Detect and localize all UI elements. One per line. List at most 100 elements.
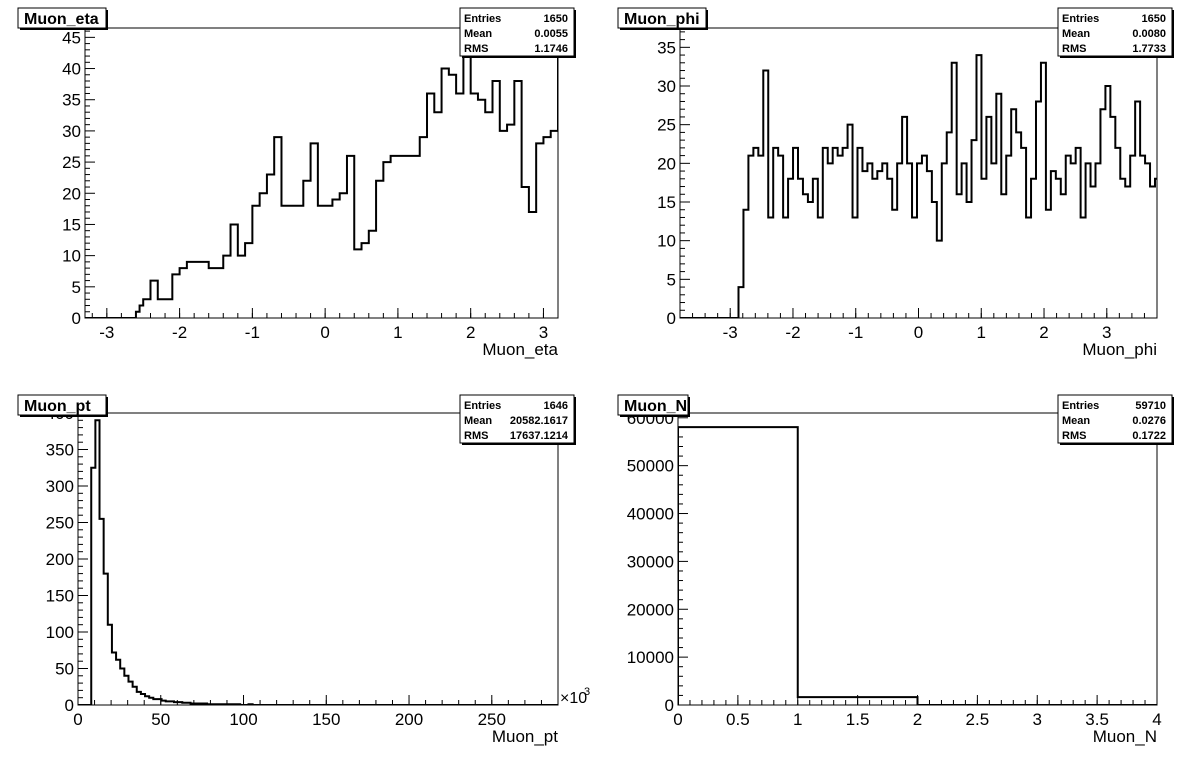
x-tick-label: 1.5: [846, 710, 870, 729]
title-box-frame: [617, 394, 689, 416]
y-tick-label: 10000: [627, 648, 674, 667]
plot-title: Muon_phi: [624, 11, 700, 28]
stats-value: 20582.1617: [510, 415, 568, 427]
y-tick-label: 5: [72, 278, 81, 297]
stats-box: Entries 1646 Mean 20582.1617 RMS 17637.1214: [459, 394, 576, 445]
stats-label: RMS: [1062, 430, 1086, 442]
x-axis-label: Muon_eta: [482, 340, 558, 359]
histogram-series: [680, 54, 1157, 318]
stats-label: Entries: [464, 13, 501, 25]
stats-label: Mean: [464, 28, 492, 40]
stats-label: RMS: [1062, 43, 1086, 55]
y-tick-label: 25: [657, 116, 676, 135]
stats-box: Entries 1650 Mean 0.0080 RMS 1.7733: [1057, 7, 1174, 58]
x-tick-label: 1: [793, 710, 802, 729]
stats-value: 1650: [544, 13, 568, 25]
stats-value: 1646: [544, 400, 568, 412]
y-tick-label: 0: [667, 309, 676, 328]
y-tick-label: 45: [62, 28, 81, 47]
plot-title-box: Muon_eta: [17, 7, 108, 30]
histogram-series: [78, 419, 558, 705]
stats-label: Entries: [1062, 400, 1099, 412]
x-axis-label: Muon_phi: [1082, 340, 1157, 359]
x-tick-label: -1: [245, 323, 260, 342]
plot-title-box: Muon_pt: [17, 394, 108, 417]
x-tick-label: 4: [1152, 710, 1161, 729]
y-tick-label: 15: [62, 215, 81, 234]
stats-label: Entries: [464, 400, 501, 412]
y-tick-label: 25: [62, 153, 81, 172]
stats-box-frame: [459, 394, 575, 444]
stats-value: 17637.1214: [510, 430, 569, 442]
x-tick-label: 0: [320, 323, 329, 342]
stats-label: RMS: [464, 430, 488, 442]
stats-label: Mean: [1062, 415, 1090, 427]
x-tick-label: 50: [151, 710, 170, 729]
y-tick-label: 150: [46, 587, 74, 606]
title-box-frame: [17, 7, 107, 29]
y-tick-label: 100: [46, 623, 74, 642]
y-tick-label: 40: [62, 60, 81, 79]
y-tick-label: 200: [46, 550, 74, 569]
x-tick-label: 0: [914, 323, 923, 342]
stats-value: 1.7733: [1132, 43, 1166, 55]
y-tick-label: 5: [667, 270, 676, 289]
stats-value: 0.0276: [1132, 415, 1166, 427]
x-tick-label: 0: [673, 710, 682, 729]
title-box-frame: [617, 7, 707, 29]
plot-title: Muon_pt: [24, 398, 91, 415]
stats-label: Entries: [1062, 13, 1099, 25]
x-tick-label: 2: [466, 323, 475, 342]
stats-box-frame: [1057, 7, 1173, 57]
x-tick-label: -2: [785, 323, 800, 342]
stats-box: Entries 59710 Mean 0.0276 RMS 0.1722: [1057, 394, 1174, 445]
x-tick-label: -3: [723, 323, 738, 342]
plot-Muon_pt: 050100150200250300350400050100150200250M…: [17, 394, 590, 746]
stats-value: 59710: [1135, 400, 1166, 412]
plot-frame: [84, 27, 559, 319]
y-tick-label: 0: [65, 696, 74, 715]
x-tick-label: 1: [977, 323, 986, 342]
y-tick-label: 300: [46, 477, 74, 496]
stats-value: 1650: [1142, 13, 1166, 25]
x-tick-label: 250: [478, 710, 506, 729]
x-tick-label: 200: [395, 710, 423, 729]
x-tick-label: 0.5: [726, 710, 750, 729]
stats-box-frame: [1057, 394, 1173, 444]
y-tick-label: 350: [46, 441, 74, 460]
x-tick-label: 3: [1102, 323, 1111, 342]
x-tick-label: -3: [99, 323, 114, 342]
stats-box-frame: [459, 7, 575, 57]
y-tick-label: 35: [62, 91, 81, 110]
y-tick-label: 30: [657, 77, 676, 96]
x-tick-label: 150: [312, 710, 340, 729]
histogram-series: [85, 36, 558, 318]
y-tick-label: 40000: [627, 505, 674, 524]
plot-title-box: Muon_N: [617, 394, 690, 417]
x-axis-label: Muon_N: [1093, 727, 1157, 746]
plot-title: Muon_eta: [24, 11, 99, 28]
stats-value: 0.1722: [1132, 430, 1166, 442]
y-tick-label: 50000: [627, 457, 674, 476]
x-multiplier: ×10: [560, 690, 587, 707]
x-tick-label: 3.5: [1085, 710, 1109, 729]
stats-label: Mean: [1062, 28, 1090, 40]
y-tick-label: 250: [46, 514, 74, 533]
x-tick-label: 2: [913, 710, 922, 729]
y-tick-label: 0: [72, 309, 81, 328]
y-tick-label: 35: [657, 38, 676, 57]
y-tick-label: 10: [657, 232, 676, 251]
x-tick-label: 3: [1033, 710, 1042, 729]
y-tick-label: 20000: [627, 600, 674, 619]
stats-value: 0.0055: [534, 28, 568, 40]
y-tick-label: 20: [657, 154, 676, 173]
x-tick-label: 3: [539, 323, 548, 342]
x-tick-label: 0: [73, 710, 82, 729]
x-tick-label: -1: [848, 323, 863, 342]
y-tick-label: 0: [665, 696, 674, 715]
y-tick-label: 50: [55, 660, 74, 679]
